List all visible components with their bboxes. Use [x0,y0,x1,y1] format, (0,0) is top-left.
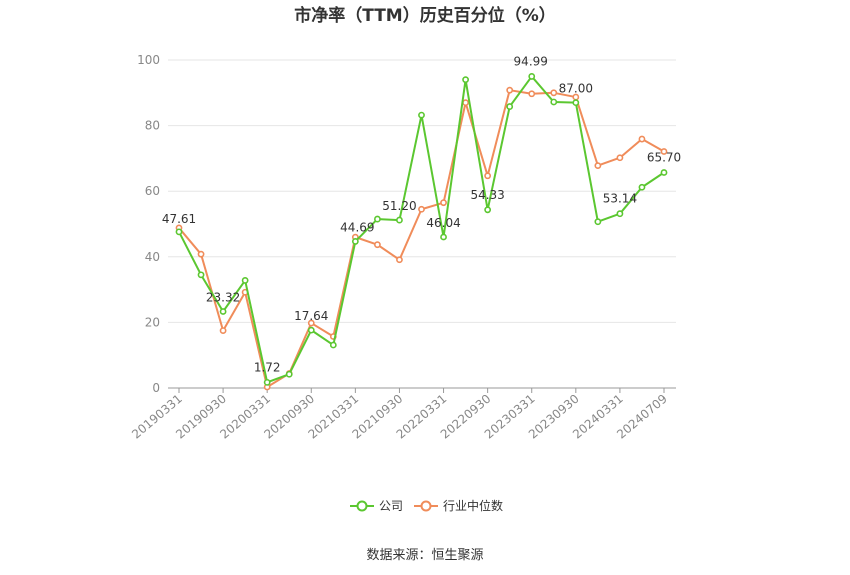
data-label: 23.32 [206,291,240,305]
data-point [462,76,469,84]
data-point [528,90,536,98]
series-line-0 [178,75,665,384]
data-labels: 47.61 23.32 1.72 17.64 44.69 51.20 46.04 54.33 9… [162,54,681,374]
data-point [616,154,624,162]
x-axis: 2019033120190930202003312020093020210331… [129,387,676,442]
y-tick-label: 40 [145,250,160,264]
data-point [329,341,337,349]
data-point [241,277,249,284]
data-source: 数据来源：恒生聚源 [366,548,483,563]
data-label: 87.00 [559,82,593,96]
y-tick-label: 60 [145,184,160,198]
y-tick-label: 0 [152,381,160,395]
data-point [197,250,205,258]
data-point [396,216,403,224]
data-point [374,215,381,223]
data-point [440,233,447,241]
data-point [660,148,668,155]
data-point [550,98,558,106]
grid-lines [168,59,676,323]
data-point [307,319,315,327]
data-point [219,327,227,334]
legend-swatch-marker [420,500,432,512]
data-point [484,172,492,180]
data-point [638,183,646,191]
data-point [307,326,315,334]
data-point [660,169,668,176]
data-point [638,135,646,143]
y-axis-ticks: 0 20 40 60 80 100 [137,53,160,395]
data-point [418,111,425,119]
data-point [506,86,514,94]
legend-label: 公司 [379,499,403,513]
data-label: 46.04 [426,216,460,230]
data-point [440,199,447,207]
series-lines [175,73,668,391]
legend-swatch-marker [356,500,368,512]
chart-title: 市净率（TTM）历史百分位（%） [294,5,556,26]
data-label: 17.64 [294,309,328,323]
data-label: 47.61 [162,212,196,226]
data-point [175,228,183,236]
y-tick-label: 20 [145,315,160,329]
y-tick-label: 80 [145,119,160,133]
data-label: 65.70 [647,151,681,165]
data-point [396,256,403,264]
data-point [528,73,536,80]
data-label: 1.72 [254,360,281,374]
data-point [594,162,602,170]
data-point [219,308,227,315]
data-point [616,210,624,218]
data-label: 94.99 [514,54,548,68]
series-line-1 [178,89,665,389]
y-tick-label: 100 [137,53,160,67]
data-point [572,99,580,107]
data-point [263,378,271,386]
data-label: 51.20 [382,199,416,213]
legend-label: 行业中位数 [443,498,503,513]
data-point [506,103,514,110]
data-label: 54.33 [470,188,504,202]
data-point [550,89,558,97]
legend: 公司 行业中位数 [350,498,503,513]
data-point [197,271,205,279]
data-point [374,241,381,249]
data-point [594,218,602,226]
data-label: 53.14 [603,192,637,206]
data-point [351,238,359,245]
data-point [462,99,469,107]
data-label: 44.69 [340,220,374,234]
data-point [285,370,293,378]
data-point [418,205,425,213]
data-point [484,206,492,214]
